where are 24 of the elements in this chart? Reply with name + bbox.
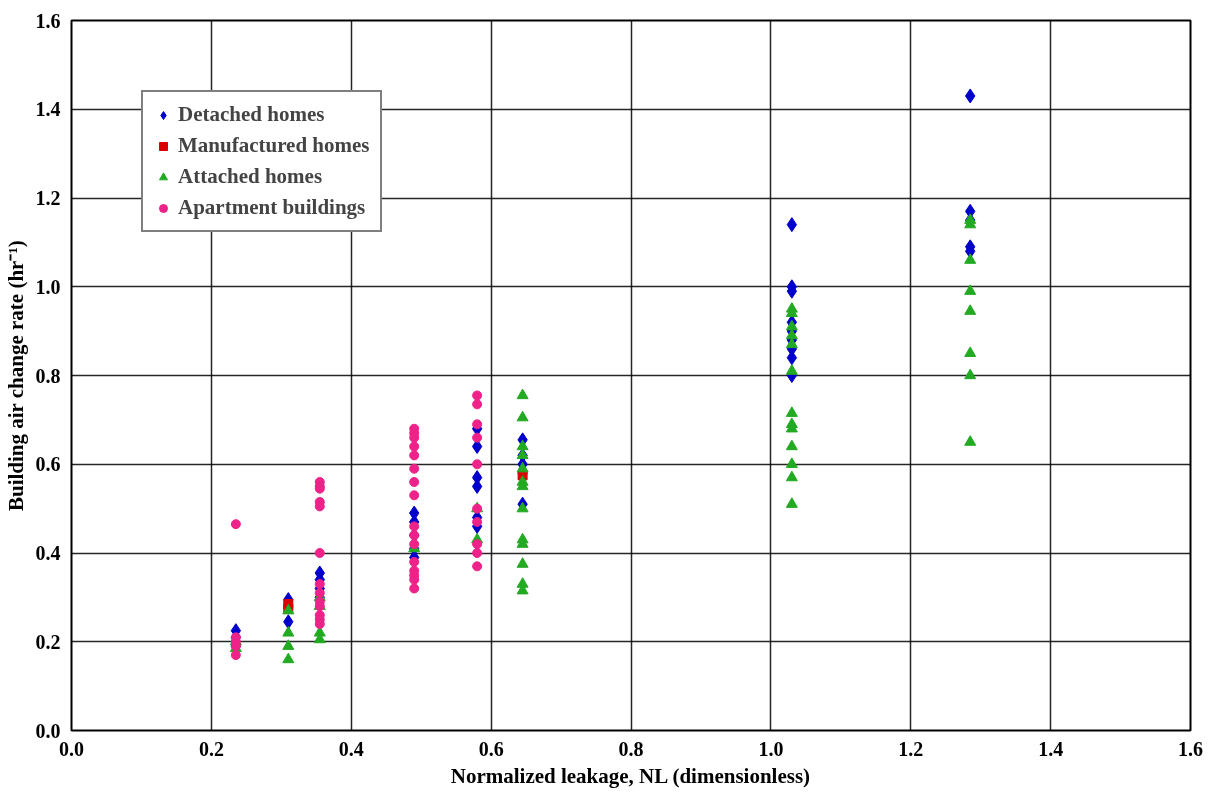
y-tick-label: 1.4 [35,98,61,121]
legend-label: Detached homes [178,102,325,127]
x-tick-label: 0.8 [618,737,644,760]
y-tick-label: 1.6 [35,9,61,32]
legend-label: Apartment buildings [178,195,366,220]
y-tick-label: 0.8 [35,364,61,387]
legend-label: Attached homes [178,164,323,189]
x-tick-label: 1.0 [758,737,784,760]
y-tick-label: 0.0 [35,719,61,742]
x-tick-label: 0.2 [198,737,224,760]
x-axis-title: Normalized leakage, NL (dimensionless) [450,763,811,788]
y-tick-label: 0.4 [35,542,61,564]
x-tick-label: 0.4 [338,737,364,760]
x-tick-label: 0.6 [478,737,504,760]
y-axis-title: Building air change rate (hr⁻¹) [3,240,28,512]
x-tick-label: 1.4 [1038,737,1064,760]
legend-label: Manufactured homes [178,133,370,158]
y-tick-label: 1.2 [35,187,61,209]
x-tick-label: 1.2 [898,737,924,760]
x-tick-label: 0.0 [59,737,84,760]
y-tick-label: 0.2 [35,630,61,653]
y-tick-label: 1.0 [35,275,61,298]
y-tick-label: 0.6 [35,453,61,476]
x-tick-label: 1.6 [1178,737,1203,760]
